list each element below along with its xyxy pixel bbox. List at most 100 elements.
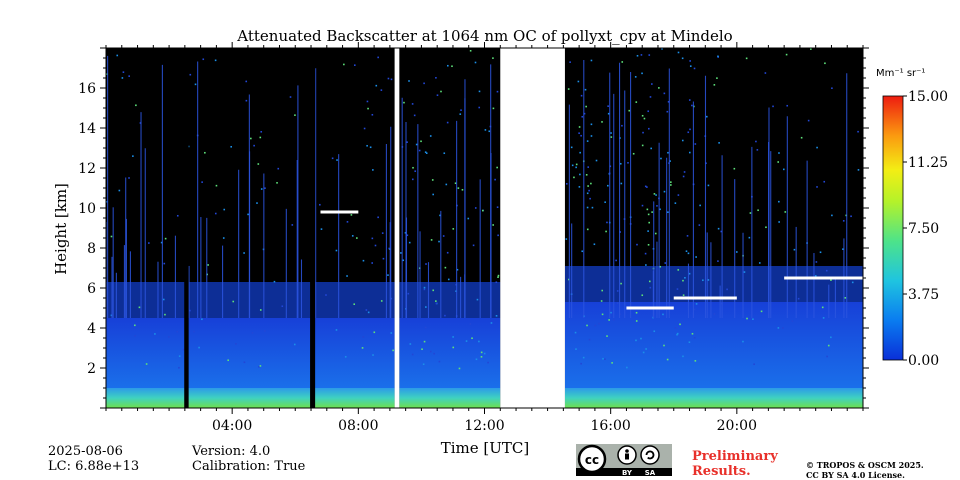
y-tick-label: 16 — [78, 81, 96, 97]
noise-dot — [825, 269, 828, 272]
y-tick-label: 12 — [78, 161, 96, 177]
noise-dot — [662, 313, 664, 316]
noise-dot — [371, 113, 374, 116]
noise-dot — [831, 87, 833, 90]
noise-dot — [182, 348, 185, 351]
signal-gap — [184, 48, 189, 408]
noise-dot — [772, 105, 774, 108]
noise-dot — [612, 319, 615, 321]
noise-dot — [674, 327, 677, 329]
noise-dot — [567, 278, 570, 281]
noise-dot — [607, 184, 609, 187]
noise-dot — [444, 314, 446, 317]
cloud-layer — [626, 306, 674, 310]
noise-dot — [490, 322, 493, 324]
noise-dot — [495, 281, 498, 284]
noise-dot — [647, 243, 650, 246]
noise-dot — [598, 322, 600, 325]
noise-dot — [148, 242, 150, 244]
noise-dot — [718, 142, 720, 144]
noise-dot — [362, 336, 365, 338]
noise-dot — [371, 262, 373, 264]
noise-dot — [452, 228, 455, 230]
noise-dot — [575, 166, 577, 169]
colorbar-ticks: 0.00 3.75 7.50 11.25 15.00 — [903, 89, 948, 369]
noise-dot — [433, 352, 435, 355]
noise-dot — [194, 83, 197, 86]
noise-dot — [584, 88, 587, 91]
noise-dot — [676, 332, 679, 335]
noise-dot — [651, 211, 653, 213]
noise-dot — [483, 352, 486, 355]
heatmap-segment — [564, 266, 863, 408]
preliminary-line2: Results. — [692, 464, 751, 479]
date-info: 2025-08-06 LC: 6.88e+13 — [48, 444, 139, 474]
noise-dot — [425, 263, 427, 265]
noise-dot — [619, 162, 622, 165]
noise-dot — [575, 163, 578, 166]
noise-dot — [346, 221, 349, 223]
noise-dot — [814, 275, 817, 277]
noise-dot — [640, 54, 643, 56]
noise-dot — [579, 151, 581, 154]
noise-dot — [435, 302, 438, 305]
noise-dot — [681, 57, 684, 60]
cloud-layer — [673, 296, 737, 300]
noise-dot — [201, 181, 203, 183]
noise-dot — [251, 331, 254, 334]
noise-dot — [646, 186, 648, 188]
noise-dot — [331, 157, 334, 160]
noise-dot — [335, 329, 338, 331]
noise-dot — [785, 53, 788, 56]
x-tick-label: 08:00 — [338, 418, 378, 434]
noise-dot — [361, 347, 364, 349]
noise-dot — [380, 300, 383, 302]
colorbar-tick-label: 7.50 — [908, 221, 939, 237]
preliminary-note: Preliminary Results. — [692, 449, 778, 479]
noise-dot — [635, 339, 637, 342]
noise-dot — [695, 303, 698, 305]
noise-dot — [488, 130, 491, 133]
noise-dot — [435, 300, 437, 302]
noise-dot — [443, 152, 446, 155]
noise-dot — [661, 48, 663, 50]
noise-dot — [582, 356, 585, 359]
y-tick-label: 2 — [87, 361, 96, 377]
noise-dot — [336, 159, 338, 161]
noise-dot — [497, 274, 500, 277]
noise-dot — [571, 164, 574, 167]
noise-dot — [276, 182, 278, 184]
noise-dot — [644, 252, 647, 255]
noise-dot — [496, 166, 498, 169]
noise-dot — [717, 227, 720, 230]
noise-dot — [642, 131, 644, 134]
noise-dot — [610, 136, 613, 138]
noise-dot — [264, 330, 266, 332]
noise-dot — [655, 194, 657, 196]
noise-dot — [644, 185, 647, 188]
noise-dot — [121, 77, 124, 79]
noise-dot — [387, 77, 390, 80]
noise-dot — [569, 61, 571, 63]
noise-dot — [478, 90, 481, 93]
noise-dot — [260, 130, 263, 133]
noise-dot — [800, 136, 803, 139]
noise-dot — [264, 187, 266, 189]
noise-dot — [857, 169, 860, 171]
noise-dot — [683, 171, 686, 173]
noise-dot — [458, 367, 461, 370]
noise-dot — [497, 234, 499, 237]
noise-dot — [816, 186, 818, 188]
noise-dot — [850, 215, 852, 218]
vertical-streaks — [105, 55, 848, 318]
noise-dot — [435, 76, 437, 79]
noise-dot — [604, 201, 606, 204]
noise-dot — [778, 221, 780, 223]
y-tick-label: 6 — [87, 281, 96, 297]
noise-dot — [666, 110, 669, 113]
noise-dot — [375, 84, 378, 87]
noise-dot — [253, 144, 255, 147]
noise-dot — [575, 348, 577, 350]
noise-dot — [689, 65, 692, 67]
chart-title: Attenuated Backscatter at 1064 nm OC of … — [236, 27, 732, 45]
